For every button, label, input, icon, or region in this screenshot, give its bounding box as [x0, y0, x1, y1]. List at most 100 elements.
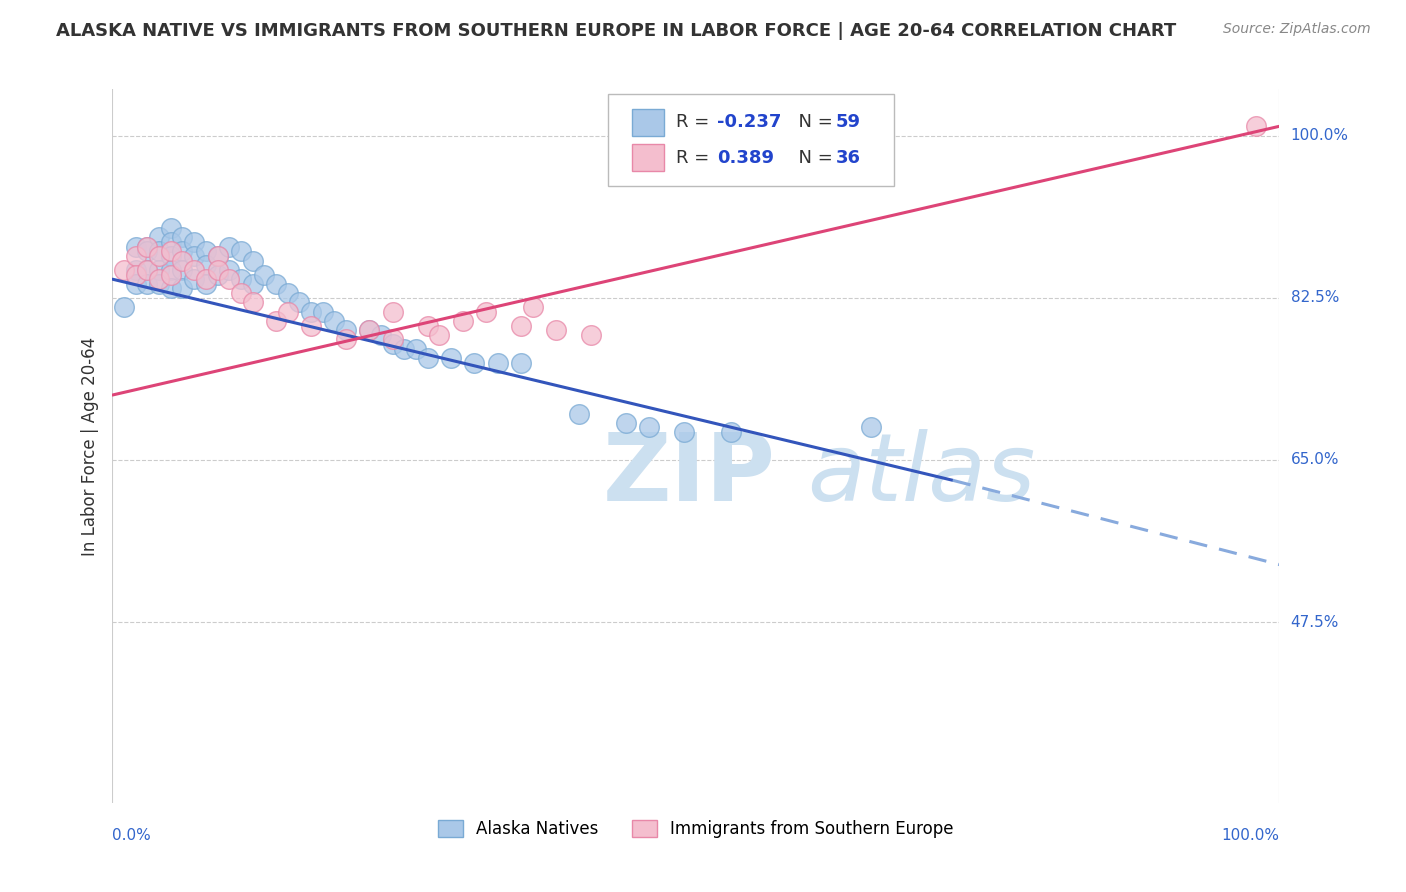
- Point: [194, 277, 217, 291]
- Point: [299, 304, 322, 318]
- Point: [125, 240, 148, 254]
- Point: [440, 351, 463, 365]
- Text: R =: R =: [676, 113, 716, 131]
- Point: [160, 221, 183, 235]
- Point: [405, 342, 427, 356]
- Text: 100.0%: 100.0%: [1222, 828, 1279, 843]
- Point: [183, 272, 205, 286]
- Text: 65.0%: 65.0%: [1291, 452, 1339, 467]
- Point: [136, 277, 159, 291]
- Text: 0.389: 0.389: [717, 149, 773, 167]
- Point: [229, 286, 252, 301]
- Point: [242, 295, 264, 310]
- Point: [148, 249, 170, 263]
- Text: ALASKA NATIVE VS IMMIGRANTS FROM SOUTHERN EUROPE IN LABOR FORCE | AGE 20-64 CORR: ALASKA NATIVE VS IMMIGRANTS FROM SOUTHER…: [56, 22, 1177, 40]
- Point: [183, 235, 205, 249]
- Point: [160, 281, 183, 295]
- Point: [229, 272, 252, 286]
- Point: [522, 300, 544, 314]
- Point: [253, 268, 276, 282]
- Point: [160, 244, 183, 259]
- Text: atlas: atlas: [807, 429, 1035, 520]
- Point: [579, 327, 602, 342]
- Point: [416, 318, 439, 333]
- Y-axis label: In Labor Force | Age 20-64: In Labor Force | Age 20-64: [80, 336, 98, 556]
- Point: [148, 272, 170, 286]
- Point: [229, 244, 252, 259]
- Point: [394, 342, 416, 356]
- Point: [638, 420, 661, 434]
- Point: [264, 314, 287, 328]
- Point: [160, 268, 183, 282]
- Point: [323, 314, 346, 328]
- Point: [148, 244, 170, 259]
- Text: R =: R =: [676, 149, 721, 167]
- Point: [136, 263, 159, 277]
- Point: [451, 314, 474, 328]
- Text: 47.5%: 47.5%: [1291, 615, 1339, 630]
- Point: [544, 323, 567, 337]
- Point: [475, 304, 498, 318]
- Point: [207, 263, 229, 277]
- Text: -0.237: -0.237: [717, 113, 782, 131]
- Point: [160, 263, 183, 277]
- Point: [335, 333, 357, 347]
- Point: [720, 425, 742, 439]
- Point: [194, 272, 217, 286]
- Text: N =: N =: [787, 149, 838, 167]
- Point: [486, 355, 509, 369]
- Point: [148, 230, 170, 244]
- Point: [112, 300, 135, 314]
- Point: [416, 351, 439, 365]
- Text: 100.0%: 100.0%: [1291, 128, 1348, 143]
- Point: [136, 240, 159, 254]
- Point: [568, 407, 591, 421]
- Point: [207, 249, 229, 263]
- Text: 59: 59: [837, 113, 860, 131]
- Point: [112, 263, 135, 277]
- Point: [288, 295, 311, 310]
- Point: [183, 263, 205, 277]
- Text: ZIP: ZIP: [603, 428, 776, 521]
- Text: 0.0%: 0.0%: [112, 828, 152, 843]
- Text: N =: N =: [787, 113, 838, 131]
- Point: [172, 281, 194, 295]
- Point: [125, 277, 148, 291]
- Point: [276, 286, 298, 301]
- Text: 82.5%: 82.5%: [1291, 290, 1339, 305]
- Point: [136, 240, 159, 254]
- Point: [218, 240, 240, 254]
- Legend: Alaska Natives, Immigrants from Southern Europe: Alaska Natives, Immigrants from Southern…: [432, 813, 960, 845]
- Point: [673, 425, 696, 439]
- FancyBboxPatch shape: [631, 109, 665, 136]
- FancyBboxPatch shape: [631, 144, 665, 171]
- Point: [463, 355, 485, 369]
- Point: [160, 249, 183, 263]
- Point: [359, 323, 381, 337]
- Point: [218, 263, 240, 277]
- Point: [509, 355, 531, 369]
- Text: Source: ZipAtlas.com: Source: ZipAtlas.com: [1223, 22, 1371, 37]
- Point: [381, 333, 404, 347]
- Point: [218, 272, 240, 286]
- Point: [264, 277, 287, 291]
- Point: [148, 263, 170, 277]
- Point: [183, 249, 205, 263]
- Point: [136, 244, 159, 259]
- Point: [148, 277, 170, 291]
- Point: [194, 244, 217, 259]
- Point: [381, 304, 404, 318]
- Point: [299, 318, 322, 333]
- Point: [207, 249, 229, 263]
- Point: [207, 268, 229, 282]
- Point: [1244, 120, 1267, 134]
- Point: [276, 304, 298, 318]
- Text: 36: 36: [837, 149, 860, 167]
- Point: [335, 323, 357, 337]
- Point: [359, 323, 381, 337]
- Point: [509, 318, 531, 333]
- Point: [136, 263, 159, 277]
- Point: [172, 263, 194, 277]
- Point: [172, 253, 194, 268]
- Point: [311, 304, 333, 318]
